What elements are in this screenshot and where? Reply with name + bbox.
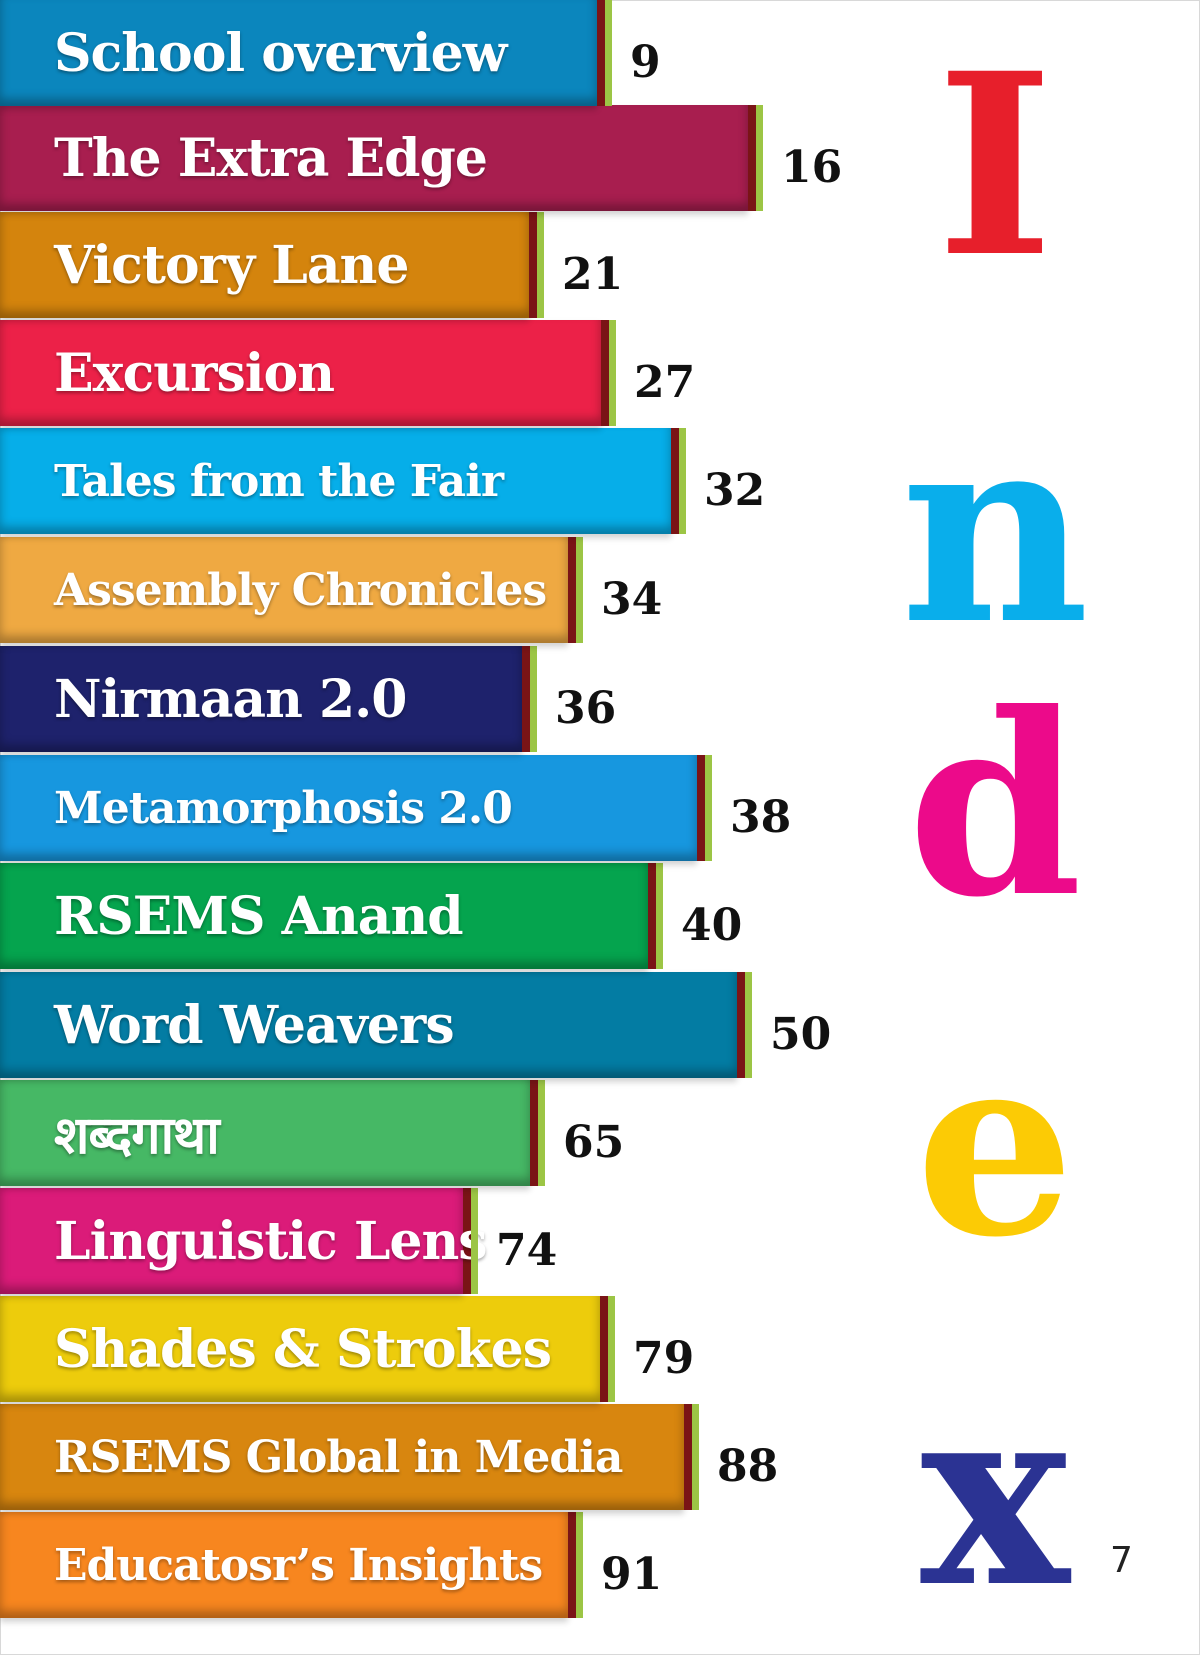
index-entry-page: 36: [555, 683, 617, 734]
index-entry-page: 38: [730, 792, 792, 843]
index-entry-page: 79: [633, 1333, 695, 1384]
index-bar[interactable]: Victory Lane: [0, 212, 544, 318]
index-entry-title: Metamorphosis 2.0: [54, 782, 513, 834]
index-entry-page: 65: [563, 1117, 625, 1168]
index-bar[interactable]: Linguistic Lens: [0, 1188, 488, 1294]
index-entry-page: 9: [630, 37, 661, 88]
index-entry-page: 16: [781, 142, 843, 193]
index-bar[interactable]: Assembly Chronicles: [0, 537, 583, 643]
index-entry-title: Word Weavers: [54, 994, 455, 1056]
index-heading-letter: n: [900, 377, 1090, 682]
index-entry-page: 88: [717, 1441, 779, 1492]
page-number: 7: [1110, 1540, 1133, 1581]
index-entry-page: 21: [562, 249, 624, 300]
index-entry-title: Shades & Strokes: [54, 1318, 552, 1380]
index-bar[interactable]: शब्दगाथा: [0, 1080, 545, 1186]
index-heading-letter: I: [936, 18, 1054, 312]
index-entry-page: 32: [704, 465, 766, 516]
index-bar[interactable]: Shades & Strokes: [0, 1296, 615, 1402]
index-entry-title: Tales from the Fair: [54, 455, 504, 507]
index-list: School overview 9 The Extra Edge 16 Victory …: [0, 0, 843, 1618]
index-bar[interactable]: The Extra Edge: [0, 105, 763, 211]
index-entry-page: 74: [496, 1225, 558, 1276]
index-bar[interactable]: RSEMS Anand: [0, 863, 663, 969]
index-entry-title: The Extra Edge: [54, 127, 488, 189]
index-bar[interactable]: Word Weavers: [0, 972, 752, 1078]
index-entry-page: 27: [634, 357, 696, 408]
index-entry-title: Victory Lane: [54, 234, 409, 296]
index-entry-title: Educatosr’s Insights: [54, 1539, 543, 1591]
index-entry-page: 34: [601, 574, 663, 625]
index-heading-letter: e: [915, 998, 1075, 1292]
index-entry-title: शब्दगाथा: [54, 1104, 220, 1166]
index-bar[interactable]: Nirmaan 2.0: [0, 646, 537, 752]
index-entry-title: RSEMS Anand: [54, 885, 464, 947]
index-entry-title: Excursion: [54, 342, 335, 404]
index-entry-page: 50: [770, 1009, 832, 1060]
index-bar[interactable]: Tales from the Fair: [0, 428, 686, 534]
index-entry-page: 40: [681, 900, 743, 951]
index-bar[interactable]: Metamorphosis 2.0: [0, 755, 712, 861]
index-entry-title: Nirmaan 2.0: [54, 668, 407, 730]
index-bar[interactable]: School overview: [0, 0, 612, 106]
index-heading-letter: d: [907, 658, 1083, 952]
index-bar[interactable]: RSEMS Global in Media: [0, 1404, 699, 1510]
index-entry-title: Linguistic Lens: [54, 1210, 488, 1272]
index-entry-title: Assembly Chronicles: [54, 564, 547, 616]
index-entry-page: 91: [601, 1549, 663, 1600]
index-bar[interactable]: Excursion: [0, 320, 616, 426]
index-bar[interactable]: Educatosr’s Insights: [0, 1512, 583, 1618]
index-heading-letter: x: [920, 1348, 1070, 1642]
index-entry-title: School overview: [54, 22, 507, 84]
index-entry-title: RSEMS Global in Media: [54, 1431, 623, 1483]
